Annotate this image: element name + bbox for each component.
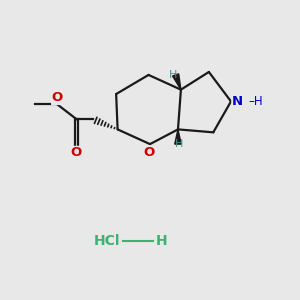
Text: N: N	[232, 95, 243, 108]
Text: O: O	[71, 146, 82, 159]
Text: –H: –H	[249, 95, 263, 108]
Text: O: O	[143, 146, 154, 159]
Text: H: H	[169, 70, 178, 80]
Text: O: O	[52, 92, 63, 104]
Polygon shape	[172, 74, 181, 90]
Text: H: H	[175, 139, 184, 149]
Polygon shape	[175, 129, 181, 144]
Text: H: H	[155, 234, 167, 248]
Text: HCl: HCl	[94, 234, 121, 248]
